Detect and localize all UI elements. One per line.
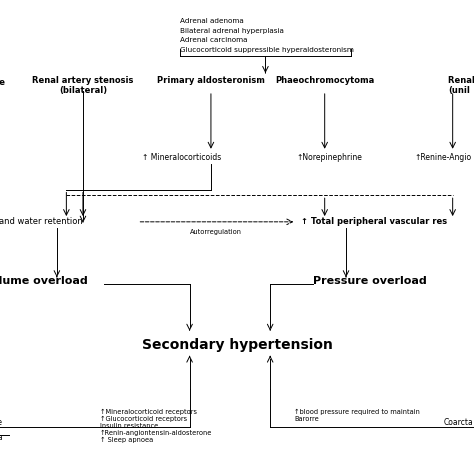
Text: Autorregulation: Autorregulation: [190, 229, 242, 236]
Text: Pressure overload: Pressure overload: [313, 275, 427, 286]
Text: Adrenal adenoma: Adrenal adenoma: [180, 18, 244, 24]
Text: Bilateral adrenal hyperplasia: Bilateral adrenal hyperplasia: [180, 28, 284, 34]
Text: ↑Norepinephrine: ↑Norepinephrine: [296, 153, 362, 162]
Text: Glucocorticoid suppressible hyperaldosteronism: Glucocorticoid suppressible hyperaldoste…: [180, 47, 354, 53]
Text: Coarcta: Coarcta: [443, 419, 473, 427]
Text: me: me: [0, 419, 2, 427]
Text: ↑Mineralocorticoid receptors
↑Glucocorticoid receptors
Insulin resistance
↑Renin: ↑Mineralocorticoid receptors ↑Glucocorti…: [100, 409, 212, 443]
Text: na: na: [0, 433, 2, 441]
Text: ↑blood pressure required to maintain
Barorre: ↑blood pressure required to maintain Bar…: [294, 409, 420, 422]
Text: ↑ Mineralocorticoids: ↑ Mineralocorticoids: [142, 153, 221, 162]
Text: ↑Renine-Angio: ↑Renine-Angio: [415, 153, 472, 162]
Text: Adrenal carcinoma: Adrenal carcinoma: [180, 37, 247, 43]
Text: Renal artery stenosis
(bilateral): Renal artery stenosis (bilateral): [32, 76, 134, 95]
Text: ↑ Total peripheral vascular res: ↑ Total peripheral vascular res: [301, 218, 447, 226]
Text: Renal art
(unil: Renal art (unil: [448, 76, 474, 95]
Text: Primary aldosteronism: Primary aldosteronism: [157, 76, 265, 85]
Text: re: re: [0, 78, 5, 87]
Text: Phaeochromocytoma: Phaeochromocytoma: [275, 76, 374, 85]
Text: Secondary hypertension: Secondary hypertension: [142, 338, 332, 352]
Text: n and water retention: n and water retention: [0, 218, 82, 226]
Text: olume overload: olume overload: [0, 275, 87, 286]
